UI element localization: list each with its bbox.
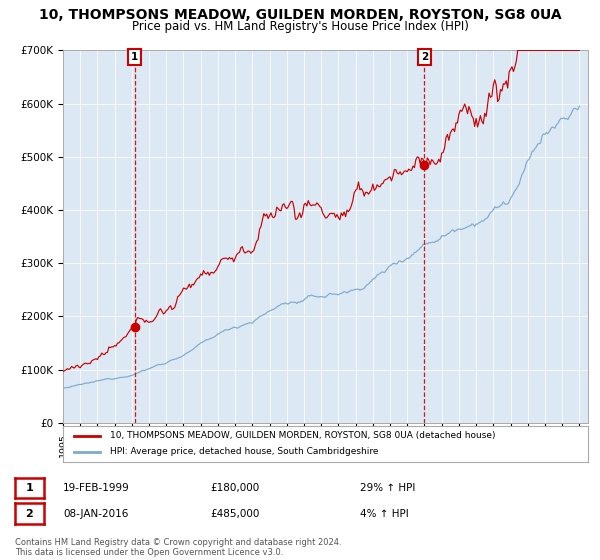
Text: 10, THOMPSONS MEADOW, GUILDEN MORDEN, ROYSTON, SG8 0UA: 10, THOMPSONS MEADOW, GUILDEN MORDEN, RO… [38, 8, 562, 22]
Text: 1: 1 [131, 52, 139, 62]
Text: £180,000: £180,000 [210, 483, 259, 493]
Text: 08-JAN-2016: 08-JAN-2016 [63, 508, 128, 519]
Text: 19-FEB-1999: 19-FEB-1999 [63, 483, 130, 493]
Text: HPI: Average price, detached house, South Cambridgeshire: HPI: Average price, detached house, Sout… [110, 447, 379, 456]
Text: 2: 2 [26, 508, 33, 519]
Text: £485,000: £485,000 [210, 508, 259, 519]
Text: 4% ↑ HPI: 4% ↑ HPI [360, 508, 409, 519]
Text: 10, THOMPSONS MEADOW, GUILDEN MORDEN, ROYSTON, SG8 0UA (detached house): 10, THOMPSONS MEADOW, GUILDEN MORDEN, RO… [110, 431, 496, 440]
Text: 29% ↑ HPI: 29% ↑ HPI [360, 483, 415, 493]
Text: Contains HM Land Registry data © Crown copyright and database right 2024.
This d: Contains HM Land Registry data © Crown c… [15, 538, 341, 557]
Text: 2: 2 [421, 52, 428, 62]
Text: 1: 1 [26, 483, 33, 493]
Text: Price paid vs. HM Land Registry's House Price Index (HPI): Price paid vs. HM Land Registry's House … [131, 20, 469, 32]
